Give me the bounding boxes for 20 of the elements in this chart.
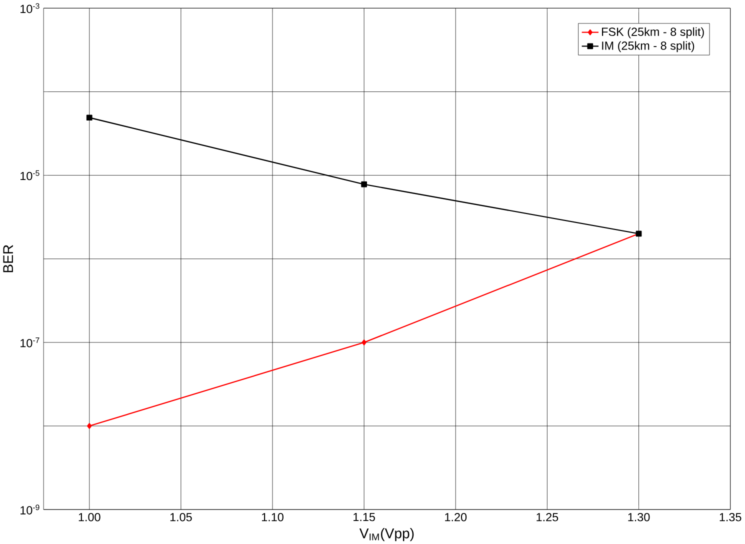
x-tick-label: 1.10 bbox=[262, 512, 284, 522]
y-tick-label: 10$^{-9}$ bbox=[20, 504, 40, 514]
x-tick-label: 1.30 bbox=[628, 512, 650, 522]
point bbox=[361, 181, 367, 188]
point bbox=[87, 422, 92, 429]
point bbox=[362, 339, 366, 346]
x-tick-label: 1.00 bbox=[78, 512, 100, 522]
x-tick-label: 1.35 bbox=[720, 512, 742, 522]
legend-label: IM (25km - 8 split) bbox=[602, 41, 694, 52]
point bbox=[86, 114, 92, 120]
x-tick-label: 1.05 bbox=[170, 512, 192, 522]
legend-label: FSK (25km - 8 split) bbox=[602, 27, 704, 38]
x-axis-title: V$_{IM}$(Vpp) bbox=[359, 528, 414, 541]
x-tick-label: 1.15 bbox=[354, 512, 375, 521]
x-tick-label: 1.25 bbox=[536, 512, 558, 522]
y-axis-title: BER bbox=[3, 244, 13, 272]
y-tick-label: 10$^{-3}$ bbox=[20, 3, 40, 13]
x-tick-label: 1.20 bbox=[445, 512, 467, 522]
y-tick-label: 10$^{-5}$ bbox=[20, 170, 40, 180]
y-tick-label: 10$^{-7}$ bbox=[20, 337, 40, 348]
